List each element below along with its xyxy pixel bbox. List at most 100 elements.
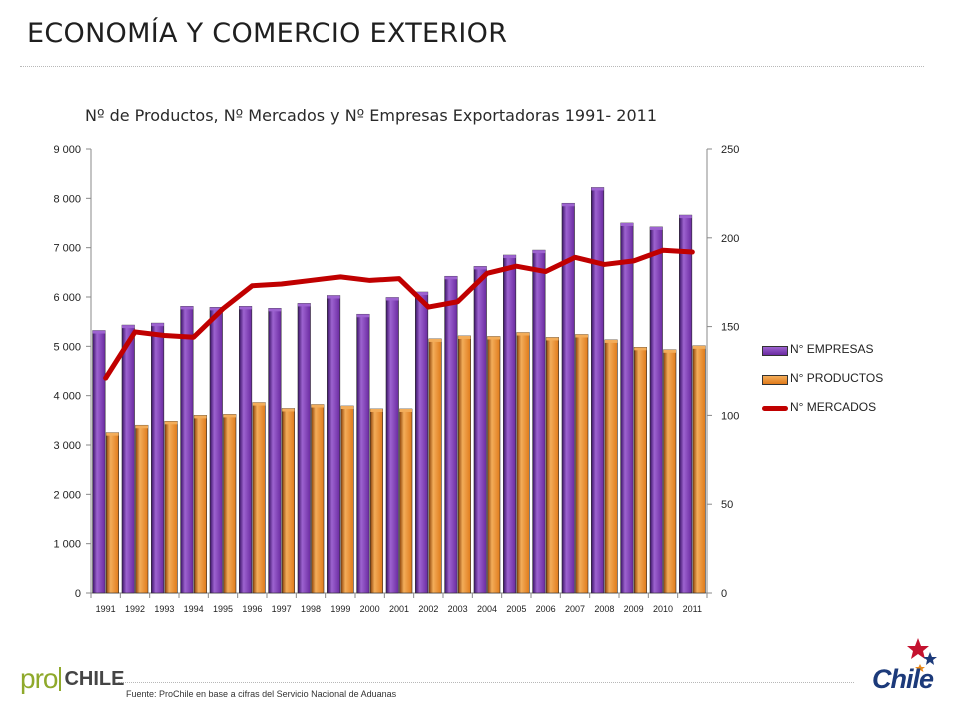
bar-empresas <box>415 291 429 594</box>
bar-empresas <box>151 322 165 594</box>
line-mercados <box>103 247 695 381</box>
bar-empresas <box>121 324 135 594</box>
bar-empresas-cap <box>239 306 252 310</box>
bar-productos-cap <box>282 408 295 412</box>
bar-empresas <box>327 295 341 594</box>
star-icon <box>907 638 937 672</box>
bar-productos <box>428 338 442 594</box>
x-tick-label: 2004 <box>477 604 497 614</box>
x-tick-label: 1994 <box>184 604 204 614</box>
x-tick-label: 2007 <box>565 604 585 614</box>
bar-empresas <box>473 266 487 594</box>
bar-productos-cap <box>370 408 383 412</box>
bar-productos <box>692 345 706 594</box>
bar-productos-cap <box>428 338 442 342</box>
bar-empresas <box>297 303 311 594</box>
y-left-tick-label: 9 000 <box>53 144 81 156</box>
bar-empresas-cap <box>180 306 194 310</box>
legend-label-mercados: N° MERCADOS <box>790 400 877 414</box>
legend-swatch-mercados <box>762 406 788 411</box>
bar-productos-cap <box>575 334 588 338</box>
bar-productos-cap <box>223 414 236 418</box>
bar-productos-cap <box>311 404 324 408</box>
bar-empresas-cap <box>298 303 311 307</box>
x-tick-label: 2009 <box>624 604 644 614</box>
y-left-tick-label: 8 000 <box>53 193 81 205</box>
prochile-logo-divider <box>59 667 62 691</box>
bar-productos-cap <box>399 408 412 412</box>
y-right-tick-label: 100 <box>721 410 739 422</box>
bar-empresas <box>679 214 693 594</box>
bar-productos <box>105 432 119 594</box>
bar-productos-cap <box>340 406 354 410</box>
bar-productos <box>311 404 325 594</box>
bar-empresas-cap <box>268 308 282 312</box>
y-left-tick-label: 3 000 <box>53 440 81 452</box>
bar-empresas <box>268 308 282 594</box>
bar-productos-cap <box>106 432 119 436</box>
legend-label-productos: N° PRODUCTOS <box>790 371 884 385</box>
bar-empresas-cap <box>679 215 692 219</box>
x-tick-label: 2001 <box>389 604 409 614</box>
bar-empresas-cap <box>122 325 135 329</box>
y-left-tick-label: 7 000 <box>53 243 81 255</box>
bar-productos-cap <box>252 402 266 406</box>
bar-productos-cap <box>487 336 500 340</box>
y-right-tick-label: 150 <box>721 322 739 334</box>
bar-empresas <box>620 222 634 594</box>
bar-productos <box>252 402 266 594</box>
bar-productos-cap <box>604 339 618 343</box>
bar-productos <box>193 415 207 594</box>
legend-label-empresas: N° EMPRESAS <box>790 342 874 356</box>
x-tick-label: 1997 <box>272 604 292 614</box>
title-divider <box>20 66 924 67</box>
y-left-tick-label: 1 000 <box>53 539 81 551</box>
bar-empresas-cap <box>92 330 106 334</box>
bar-empresas <box>180 306 194 594</box>
bar-productos <box>575 334 589 594</box>
bar-productos <box>340 405 354 594</box>
y-left-tick-label: 4 000 <box>53 391 81 403</box>
x-tick-label: 1998 <box>301 604 321 614</box>
bar-empresas-cap <box>562 203 575 207</box>
y-right-tick-label: 200 <box>721 233 739 245</box>
bar-productos-cap <box>458 335 471 339</box>
bar-empresas <box>532 249 546 594</box>
bar-productos <box>399 408 413 594</box>
x-tick-label: 2002 <box>418 604 438 614</box>
chart-title: Nº de Productos, Nº Mercados y Nº Empres… <box>84 106 658 125</box>
bar-productos <box>223 414 237 594</box>
y-right-tick-label: 50 <box>721 499 733 511</box>
bar-empresas <box>239 306 253 594</box>
x-tick-label: 2006 <box>536 604 556 614</box>
slide-title: ECONOMÍA Y COMERCIO EXTERIOR <box>27 18 508 49</box>
x-tick-label: 2010 <box>653 604 673 614</box>
bar-empresas <box>649 226 663 594</box>
bar-empresas <box>503 254 517 594</box>
bar-productos <box>369 408 383 594</box>
bar-productos <box>663 349 677 594</box>
legend-swatch-empresas <box>762 346 788 356</box>
bar-empresas-cap <box>444 276 458 280</box>
bar-empresas <box>385 297 399 594</box>
bar-productos <box>487 336 501 594</box>
bar-empresas-cap <box>415 292 428 296</box>
bar-productos <box>281 408 295 594</box>
bar-productos <box>545 337 559 594</box>
y-right-tick-label: 250 <box>721 144 739 156</box>
bar-empresas-cap <box>151 323 164 327</box>
bar-productos-cap <box>194 415 207 419</box>
x-tick-label: 2011 <box>683 604 702 614</box>
bar-empresas-cap <box>503 255 516 259</box>
bar-empresas-cap <box>620 223 634 226</box>
bar-productos-cap <box>516 332 530 336</box>
bar-productos <box>633 347 647 594</box>
x-tick-label: 1993 <box>154 604 174 614</box>
bar-productos-cap <box>634 347 647 351</box>
bar-productos-cap <box>546 337 559 341</box>
bar-productos-cap <box>692 345 706 349</box>
chile-brand-logo: Chile <box>862 634 946 700</box>
chile-brand-word: Chile <box>872 664 934 694</box>
bar-empresas <box>591 187 605 594</box>
